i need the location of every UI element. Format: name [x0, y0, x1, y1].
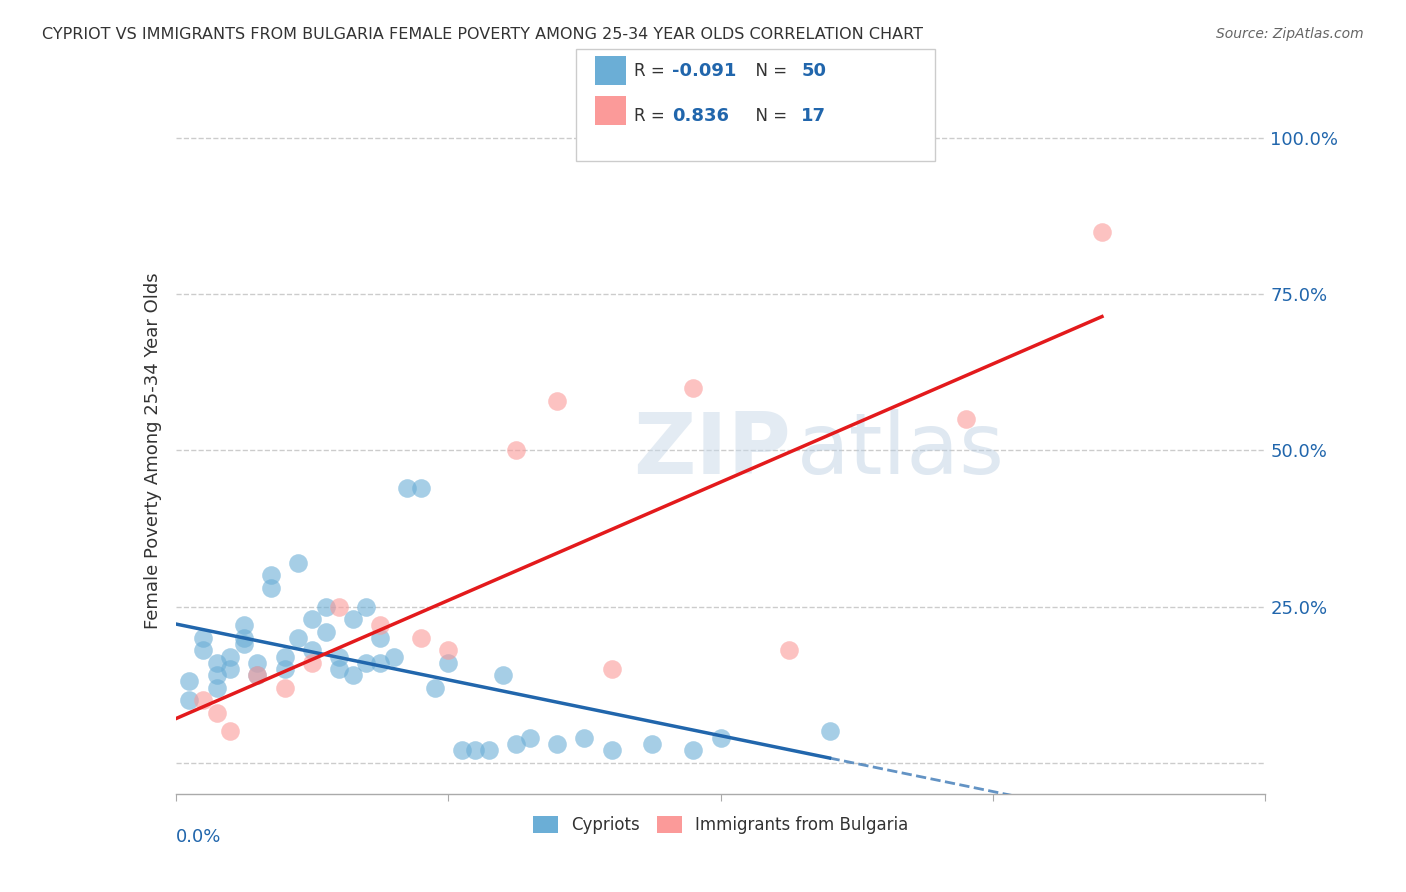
Point — [356, 599, 378, 614]
Point — [546, 393, 568, 408]
Point — [492, 668, 515, 682]
Point — [600, 743, 623, 757]
Point — [205, 668, 228, 682]
Point — [232, 618, 254, 632]
Text: R =: R = — [634, 107, 671, 125]
Text: 17: 17 — [801, 107, 827, 125]
Point — [191, 693, 214, 707]
Point — [778, 643, 800, 657]
Text: N =: N = — [745, 107, 793, 125]
Point — [818, 724, 841, 739]
Point — [437, 643, 460, 657]
Point — [301, 612, 323, 626]
Point — [301, 643, 323, 657]
Text: ZIP: ZIP — [633, 409, 792, 492]
Point — [287, 556, 309, 570]
Point — [368, 656, 391, 670]
Point — [342, 668, 364, 682]
Point — [710, 731, 733, 745]
Point — [574, 731, 596, 745]
Point — [179, 693, 201, 707]
Point — [409, 631, 432, 645]
Point — [315, 624, 337, 639]
Y-axis label: Female Poverty Among 25-34 Year Olds: Female Poverty Among 25-34 Year Olds — [143, 272, 162, 629]
Point — [328, 649, 350, 664]
Point — [955, 412, 977, 426]
Text: 50: 50 — [801, 62, 827, 80]
Point — [232, 637, 254, 651]
Point — [219, 662, 242, 676]
Point — [191, 631, 214, 645]
Legend: Cypriots, Immigrants from Bulgaria: Cypriots, Immigrants from Bulgaria — [526, 809, 915, 840]
Point — [274, 662, 297, 676]
Point — [287, 631, 309, 645]
Point — [1091, 225, 1114, 239]
Point — [260, 568, 283, 582]
Point — [260, 581, 283, 595]
Point — [191, 643, 214, 657]
Point — [232, 631, 254, 645]
Point — [423, 681, 446, 695]
Point — [301, 656, 323, 670]
Point — [205, 681, 228, 695]
Point — [179, 674, 201, 689]
Point — [246, 656, 269, 670]
Point — [546, 737, 568, 751]
Point — [368, 631, 391, 645]
Point — [274, 649, 297, 664]
Point — [328, 662, 350, 676]
Point — [409, 481, 432, 495]
Point — [205, 656, 228, 670]
Point — [274, 681, 297, 695]
Point — [505, 443, 527, 458]
Point — [219, 724, 242, 739]
Point — [682, 743, 704, 757]
Point — [246, 668, 269, 682]
Point — [328, 599, 350, 614]
Point — [437, 656, 460, 670]
Text: atlas: atlas — [797, 409, 1005, 492]
Text: N =: N = — [745, 62, 793, 80]
Text: CYPRIOT VS IMMIGRANTS FROM BULGARIA FEMALE POVERTY AMONG 25-34 YEAR OLDS CORRELA: CYPRIOT VS IMMIGRANTS FROM BULGARIA FEMA… — [42, 27, 924, 42]
Point — [356, 656, 378, 670]
Point — [600, 662, 623, 676]
Point — [396, 481, 419, 495]
Text: R =: R = — [634, 62, 671, 80]
Point — [246, 668, 269, 682]
Point — [450, 743, 472, 757]
Point — [505, 737, 527, 751]
Text: 0.836: 0.836 — [672, 107, 730, 125]
Point — [519, 731, 541, 745]
Text: 0.0%: 0.0% — [176, 828, 221, 847]
Point — [205, 706, 228, 720]
Point — [382, 649, 405, 664]
Point — [478, 743, 501, 757]
Point — [368, 618, 391, 632]
Point — [464, 743, 486, 757]
Point — [682, 381, 704, 395]
Point — [641, 737, 664, 751]
Point — [342, 612, 364, 626]
Text: -0.091: -0.091 — [672, 62, 737, 80]
Point — [315, 599, 337, 614]
Point — [219, 649, 242, 664]
Text: Source: ZipAtlas.com: Source: ZipAtlas.com — [1216, 27, 1364, 41]
